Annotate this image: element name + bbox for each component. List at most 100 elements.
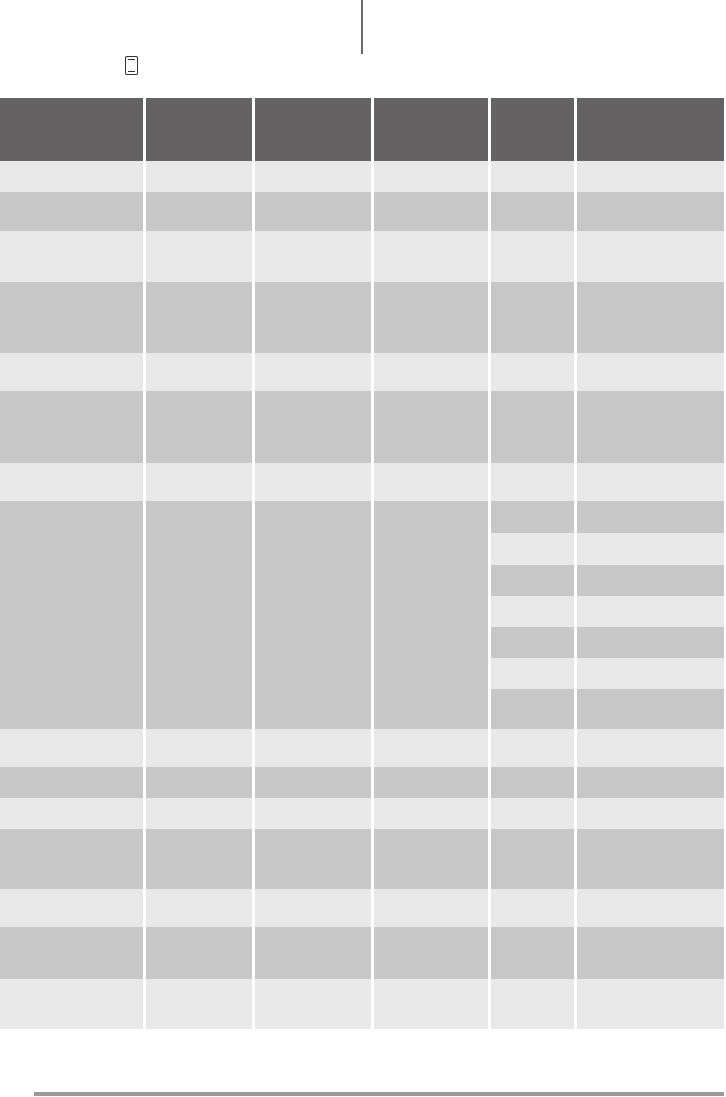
table-cell <box>255 767 371 798</box>
table-subrow-cell <box>577 658 724 689</box>
table-cell <box>374 161 488 192</box>
table-cell <box>577 161 724 192</box>
table-cell <box>0 353 143 391</box>
table-cell <box>255 282 371 353</box>
table-cell <box>491 161 574 192</box>
table-cell <box>374 391 488 463</box>
table-cell <box>146 282 252 353</box>
table-cell <box>374 282 488 353</box>
table-cell <box>491 282 574 353</box>
table-cell <box>374 767 488 798</box>
table-cell <box>146 829 252 889</box>
table-cell <box>146 161 252 192</box>
table-cell <box>0 192 143 231</box>
table-header-cell <box>577 98 724 161</box>
table-header-cell <box>255 98 371 161</box>
table-subrow-cell <box>491 627 574 658</box>
table-cell <box>0 979 143 1029</box>
table-cell <box>577 889 724 927</box>
table-cell <box>146 463 252 501</box>
table-cell <box>146 729 252 767</box>
table-cell <box>255 889 371 927</box>
table-cell <box>146 353 252 391</box>
table-cell <box>146 767 252 798</box>
table-cell <box>374 798 488 829</box>
table-cell <box>255 391 371 463</box>
table-subrow-cell <box>491 689 574 729</box>
column-divider-line <box>361 0 363 54</box>
table-cell <box>255 979 371 1029</box>
table-cell <box>577 391 724 463</box>
table-cell <box>374 231 488 282</box>
table-cell <box>577 231 724 282</box>
table-cell <box>577 353 724 391</box>
table-cell-merged <box>255 501 371 729</box>
table-cell-merged <box>374 501 488 729</box>
table-cell <box>491 192 574 231</box>
table-cell <box>577 282 724 353</box>
table-cell <box>255 927 371 979</box>
table-subrow-cell <box>577 689 724 729</box>
table-cell <box>255 829 371 889</box>
table-cell <box>146 231 252 282</box>
table-cell <box>491 463 574 501</box>
table-cell <box>374 353 488 391</box>
table-header-cell <box>374 98 488 161</box>
table-cell <box>491 798 574 829</box>
table-subrow-cell <box>491 533 574 565</box>
table-cell <box>146 192 252 231</box>
table-subrow-cell <box>491 565 574 596</box>
table-subrow-cell <box>491 501 574 533</box>
table-header-cell <box>0 98 143 161</box>
table-cell <box>577 463 724 501</box>
table-cell <box>491 889 574 927</box>
table-cell <box>491 353 574 391</box>
table-cell <box>0 231 143 282</box>
table-subrow-cell <box>491 658 574 689</box>
table-cell <box>255 353 371 391</box>
table-header-cell <box>146 98 252 161</box>
table-cell <box>577 829 724 889</box>
table-cell <box>146 927 252 979</box>
table-cell <box>0 767 143 798</box>
table-cell <box>255 463 371 501</box>
table-cell <box>255 192 371 231</box>
table-cell <box>0 889 143 927</box>
table-cell <box>255 798 371 829</box>
footer-rule <box>34 1092 724 1096</box>
table-subrow-cell <box>577 627 724 658</box>
table-cell <box>491 829 574 889</box>
table-cell <box>0 463 143 501</box>
table-cell <box>0 798 143 829</box>
table-cell-merged <box>0 501 143 729</box>
table-subrow-cell <box>577 533 724 565</box>
table-cell <box>0 927 143 979</box>
table-cell <box>0 282 143 353</box>
table-subrow-cell <box>577 596 724 627</box>
table-cell <box>577 798 724 829</box>
table-cell <box>577 979 724 1029</box>
table-cell <box>577 767 724 798</box>
table-header-cell <box>491 98 574 161</box>
table-subrow-cell <box>577 565 724 596</box>
table-cell <box>577 927 724 979</box>
table-cell <box>491 391 574 463</box>
table-cell <box>491 231 574 282</box>
table-cell <box>374 979 488 1029</box>
table-cell <box>491 927 574 979</box>
oven-icon <box>125 56 138 75</box>
table-cell <box>374 729 488 767</box>
table-subrow-cell <box>577 501 724 533</box>
table-cell-merged <box>146 501 252 729</box>
table-cell <box>255 161 371 192</box>
table-cell <box>255 729 371 767</box>
table-cell <box>374 829 488 889</box>
table-cell <box>491 767 574 798</box>
table-cell <box>491 729 574 767</box>
table-cell <box>374 889 488 927</box>
table-cell <box>146 391 252 463</box>
table-cell <box>0 729 143 767</box>
table-cell <box>0 391 143 463</box>
table-cell <box>491 979 574 1029</box>
table-cell <box>374 927 488 979</box>
